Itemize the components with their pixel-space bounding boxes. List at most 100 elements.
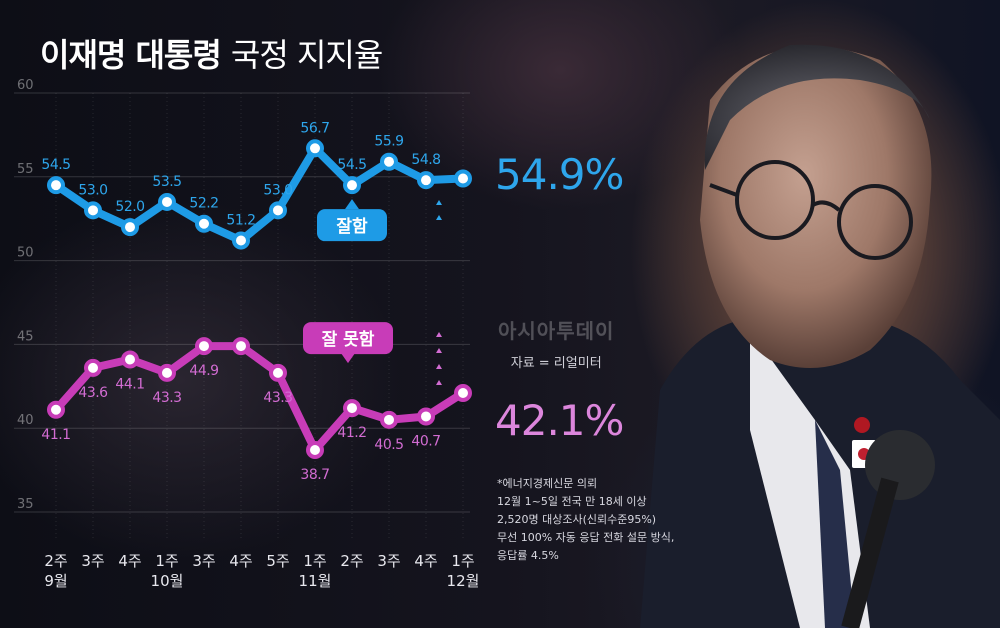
latest-approval-value: 54.9% (495, 150, 624, 199)
note-line: 2,520명 대상조사(신뢰수준95%) (497, 513, 657, 526)
title-bold: 이재명 대통령 (40, 36, 222, 74)
data-point (84, 358, 102, 377)
data-label: 41.2 (337, 425, 366, 441)
x-tick-month: 12월 (447, 572, 480, 590)
y-axis: 60 55 50 45 40 35 (17, 78, 34, 512)
y-tick-label: 50 (17, 246, 34, 261)
data-point (306, 440, 324, 459)
latest-disapproval-value: 42.1% (495, 396, 624, 445)
y-tick-label: 35 (17, 497, 34, 512)
x-axis: 2주 9월 3주 4주 1주 10월 3주 4주 5주 1주 11월 2주 3주 4주 1주 12월 (44, 552, 479, 590)
change-arrow-up (436, 332, 442, 337)
data-point (158, 192, 176, 211)
x-tick-week: 4주 (414, 552, 437, 570)
x-tick-month: 9월 (44, 572, 67, 590)
data-point (47, 400, 65, 419)
x-tick-week: 3주 (81, 552, 104, 570)
x-tick-week: 4주 (229, 552, 252, 570)
callout-pointer (345, 199, 359, 210)
data-point (121, 218, 139, 237)
series-line-disapprove (52, 342, 467, 454)
note-line: 응답률 4.5% (497, 549, 559, 562)
grid-layer (14, 92, 470, 538)
data-point (417, 407, 435, 426)
data-point (195, 337, 213, 356)
data-point (232, 231, 250, 250)
data-point (195, 214, 213, 233)
change-arrow-up (436, 215, 442, 220)
data-label: 55.9 (374, 134, 403, 150)
data-label: 44.1 (115, 376, 144, 392)
data-point (380, 410, 398, 429)
change-arrow-up (436, 364, 442, 369)
data-label: 56.7 (300, 120, 329, 136)
data-label: 43.6 (78, 385, 108, 401)
x-tick-week: 1주 (451, 552, 474, 570)
data-label: 54.5 (41, 157, 70, 173)
source-label: 자료 = 리얼미터 (510, 356, 602, 371)
data-point (454, 169, 472, 188)
data-label: 40.5 (374, 437, 403, 453)
y-tick-label: 45 (17, 329, 34, 344)
callout-box-disapprove (303, 322, 393, 355)
president-photo (640, 44, 1000, 628)
x-tick-week: 3주 (377, 552, 400, 570)
x-tick-month: 11월 (299, 572, 332, 590)
x-tick-week: 1주 (155, 552, 178, 570)
data-label: 44.9 (189, 363, 218, 379)
data-label: 53.5 (152, 174, 181, 190)
data-point (121, 350, 139, 369)
series-layer (47, 139, 472, 459)
data-point (343, 399, 361, 418)
data-label: 43.3 (152, 390, 181, 406)
change-arrow-up (436, 380, 442, 385)
data-label: 51.2 (226, 212, 255, 228)
data-point (454, 384, 472, 403)
data-point (343, 176, 361, 195)
data-label: 54.5 (337, 157, 366, 173)
data-labels: 54.5 53.0 52.0 53.5 52.2 51.2 53.0 56.7 54.5 55.9… (41, 120, 441, 483)
y-tick-label: 60 (17, 78, 34, 93)
series-line-approve (52, 144, 467, 245)
data-point (417, 171, 435, 190)
x-tick-week: 1주 (303, 552, 326, 570)
source-block: 아시아투데이 자료 = 리얼미터 (498, 315, 614, 371)
data-point (269, 201, 287, 220)
callout-label-approve: 잘함 (336, 216, 368, 237)
note-line: *에너지경제신문 의뢰 (497, 477, 598, 490)
data-point (47, 176, 65, 195)
data-point (232, 337, 250, 356)
data-label: 41.1 (41, 427, 70, 443)
data-label: 43.3 (263, 390, 292, 406)
x-tick-week: 3주 (192, 552, 215, 570)
note-line: 무선 100% 자동 응답 전화 설문 방식, (497, 531, 675, 544)
survey-notes: *에너지경제신문 의뢰 12월 1~5일 전국 만 18세 이상 2,520명 … (497, 475, 674, 565)
y-tick-label: 40 (17, 413, 34, 428)
data-label: 52.2 (189, 196, 218, 212)
change-arrow-up (436, 200, 442, 205)
note-line: 12월 1~5일 전국 만 18세 이상 (497, 495, 647, 508)
publisher-watermark: 아시아투데이 (498, 319, 615, 343)
change-arrows (436, 200, 442, 385)
callout-pointer (341, 353, 355, 364)
data-label: 38.7 (300, 467, 329, 483)
change-arrow-up (436, 348, 442, 353)
data-label: 40.7 (411, 433, 440, 449)
x-tick-week: 2주 (340, 552, 363, 570)
data-point (84, 201, 102, 220)
title-light: 국정 지지율 (230, 36, 383, 74)
x-tick-month: 10월 (151, 572, 184, 590)
page-title: 이재명 대통령 국정 지지율 (40, 30, 383, 76)
data-label: 54.8 (411, 152, 440, 168)
x-tick-week: 4주 (118, 552, 141, 570)
data-label: 52.0 (115, 199, 144, 215)
x-tick-week: 5주 (266, 552, 289, 570)
series-callouts: 잘함잘 못함 (303, 199, 393, 364)
data-point (380, 152, 398, 171)
data-point (306, 139, 324, 158)
callout-box-approve (317, 209, 387, 242)
data-label: 53.0 (263, 182, 292, 198)
data-point (158, 363, 176, 382)
x-tick-week: 2주 (44, 552, 67, 570)
